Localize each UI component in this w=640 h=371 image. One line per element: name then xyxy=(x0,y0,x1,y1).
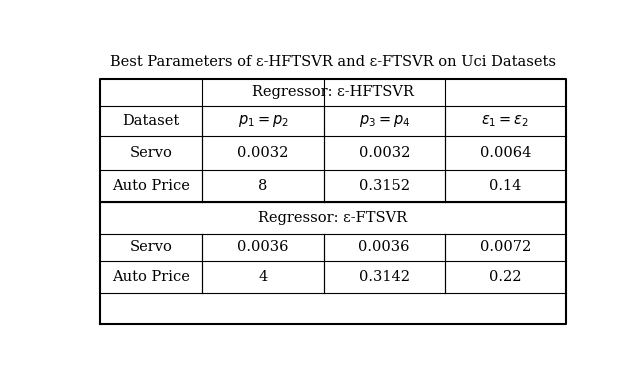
Text: Regressor: ε-HFTSVR: Regressor: ε-HFTSVR xyxy=(252,85,414,99)
Text: Dataset: Dataset xyxy=(122,114,180,128)
Text: Servo: Servo xyxy=(130,240,173,255)
Text: 0.0036: 0.0036 xyxy=(237,240,289,255)
Text: $p_3 = p_4$: $p_3 = p_4$ xyxy=(358,113,410,129)
Text: 4: 4 xyxy=(259,270,268,284)
Text: 0.22: 0.22 xyxy=(489,270,522,284)
Text: 8: 8 xyxy=(259,179,268,193)
Text: $\varepsilon_1 = \varepsilon_2$: $\varepsilon_1 = \varepsilon_2$ xyxy=(481,113,529,129)
Text: 0.0064: 0.0064 xyxy=(480,147,531,160)
Text: 0.0032: 0.0032 xyxy=(237,147,289,160)
Text: Servo: Servo xyxy=(130,147,173,160)
Text: 0.3142: 0.3142 xyxy=(359,270,410,284)
Text: $p_1 = p_2$: $p_1 = p_2$ xyxy=(237,113,289,129)
Text: 0.0036: 0.0036 xyxy=(358,240,410,255)
Text: 0.0072: 0.0072 xyxy=(480,240,531,255)
Text: 0.0032: 0.0032 xyxy=(358,147,410,160)
Text: 0.14: 0.14 xyxy=(490,179,522,193)
Text: 0.3152: 0.3152 xyxy=(359,179,410,193)
Text: Best Parameters of ε-HFTSVR and ε-FTSVR on Uci Datasets: Best Parameters of ε-HFTSVR and ε-FTSVR … xyxy=(110,55,556,69)
Text: Regressor: ε-FTSVR: Regressor: ε-FTSVR xyxy=(259,211,408,225)
Text: Auto Price: Auto Price xyxy=(112,270,190,284)
Text: Auto Price: Auto Price xyxy=(112,179,190,193)
